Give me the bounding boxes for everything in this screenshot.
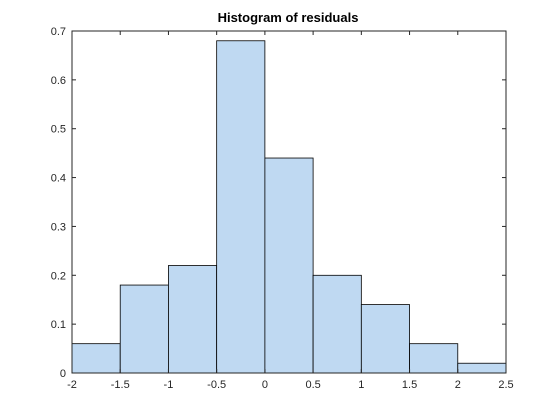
y-tick-label: 0.1 — [51, 319, 66, 331]
ticks-layer — [71, 30, 507, 374]
tick-labels-layer: -2 -1.5 -1 -0.5 0 0.5 1 1.5 2 2.5 0 0.1 0.2 0.3 0.4 0.5… — [51, 26, 514, 391]
histogram-bar — [409, 343, 459, 374]
y-tick-label: 0.6 — [51, 75, 66, 87]
y-tick-label: 0 — [60, 368, 66, 380]
y-tick-label: 0.7 — [51, 26, 66, 38]
y-tick-label: 0.2 — [51, 270, 66, 282]
y-tick-label: 0.3 — [51, 221, 66, 233]
x-tick-label: 0.5 — [305, 379, 320, 391]
x-tick-label: -1.5 — [111, 379, 130, 391]
x-tick-label: 1 — [358, 379, 364, 391]
histogram-bar — [119, 284, 169, 374]
histogram-bar — [168, 265, 218, 374]
histogram-bar — [457, 362, 507, 374]
x-tick-label: 2 — [455, 379, 461, 391]
histogram-bar — [264, 157, 314, 374]
y-tick-label: 0.4 — [51, 173, 66, 185]
x-tick-label: -1 — [164, 379, 174, 391]
x-tick-label: 1.5 — [402, 379, 417, 391]
histogram-bar — [360, 304, 410, 374]
y-tick-label: 0.5 — [51, 124, 66, 136]
histogram-bar — [216, 40, 266, 374]
bars-layer — [71, 40, 507, 374]
x-tick-label: -0.5 — [207, 379, 226, 391]
x-tick-label: 2.5 — [498, 379, 513, 391]
histogram-bar — [71, 343, 121, 374]
x-tick-label: -2 — [67, 379, 77, 391]
chart-title: Histogram of residuals — [218, 10, 359, 25]
axes-box — [71, 30, 507, 374]
histogram-bar — [312, 274, 362, 374]
x-tick-label: 0 — [262, 379, 268, 391]
